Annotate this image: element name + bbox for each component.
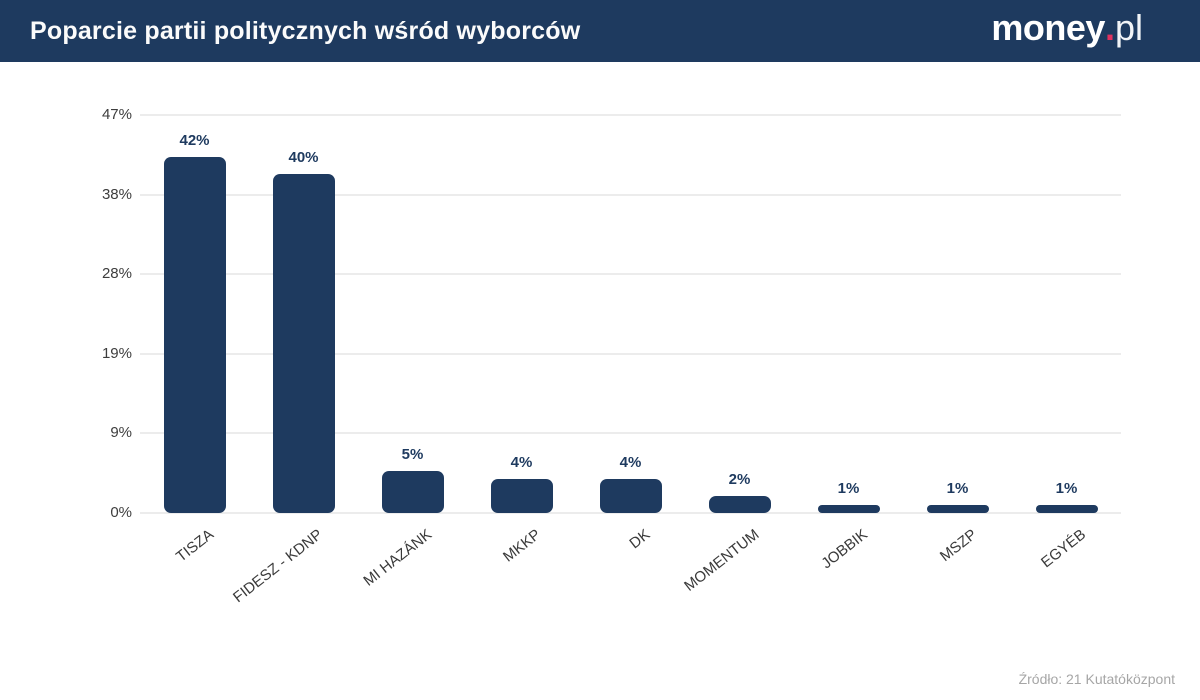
y-tick-label: 28% <box>101 265 132 283</box>
x-category-label: MSZP <box>936 526 980 566</box>
bar-value-label: 4% <box>510 454 533 472</box>
logo-dot: . <box>1104 7 1115 48</box>
x-category-label: FIDESZ - KDNP <box>230 526 326 607</box>
gridline <box>140 193 1121 196</box>
bar-egy-b <box>1035 504 1098 513</box>
gridline <box>140 273 1121 276</box>
x-category-label: TISZA <box>172 526 217 566</box>
bar-jobbik <box>817 504 880 513</box>
bar-value-label: 4% <box>619 454 642 472</box>
gridline <box>140 512 1121 514</box>
bar-tisza <box>163 157 226 513</box>
gridline <box>140 114 1121 116</box>
bar-mi-haz-nk <box>381 470 444 513</box>
bar-value-label: 2% <box>728 471 751 489</box>
bar-value-label: 5% <box>401 445 424 463</box>
logo-money-text: money <box>991 7 1105 48</box>
y-tick-label: 9% <box>110 424 132 442</box>
gridline <box>140 352 1121 355</box>
bar-value-label: 1% <box>946 479 969 497</box>
y-tick-label: 0% <box>110 504 132 521</box>
y-tick-label: 38% <box>101 185 132 203</box>
bar-mszp <box>926 504 989 513</box>
y-tick-label: 19% <box>101 344 132 362</box>
logo-pl-text: pl <box>1114 7 1143 48</box>
bar-momentum <box>708 496 771 513</box>
bar-chart: 0% 9% 19% 28% 38% 47% 42% TISZA 40% FIDESZ - KDNP… <box>0 62 1200 700</box>
bar-mkkp <box>490 479 553 513</box>
bar-value-label: 1% <box>1055 479 1078 497</box>
x-category-label: MOMENTUM <box>680 526 762 595</box>
header-bar: Poparcie partii politycznych wśród wybor… <box>0 0 1200 62</box>
x-category-label: MKKP <box>499 526 544 566</box>
bar-value-label: 42% <box>179 132 210 150</box>
bar-value-label: 1% <box>837 479 860 497</box>
gridline <box>140 432 1121 435</box>
source-note: Źródło: 21 Kutatóközpont <box>1018 671 1175 687</box>
x-category-label: EGYÉB <box>1037 526 1089 572</box>
money-pl-logo: money.pl <box>991 8 1143 48</box>
x-category-label: DK <box>626 526 653 553</box>
bar-dk <box>599 479 662 513</box>
x-category-label: MI HAZÁNK <box>360 526 435 590</box>
bar-value-label: 40% <box>288 149 319 167</box>
y-tick-label: 47% <box>101 106 132 123</box>
page-title: Poparcie partii politycznych wśród wybor… <box>30 17 581 45</box>
x-category-label: JOBBIK <box>818 526 871 573</box>
bar-fidesz-kdnp <box>272 174 335 513</box>
